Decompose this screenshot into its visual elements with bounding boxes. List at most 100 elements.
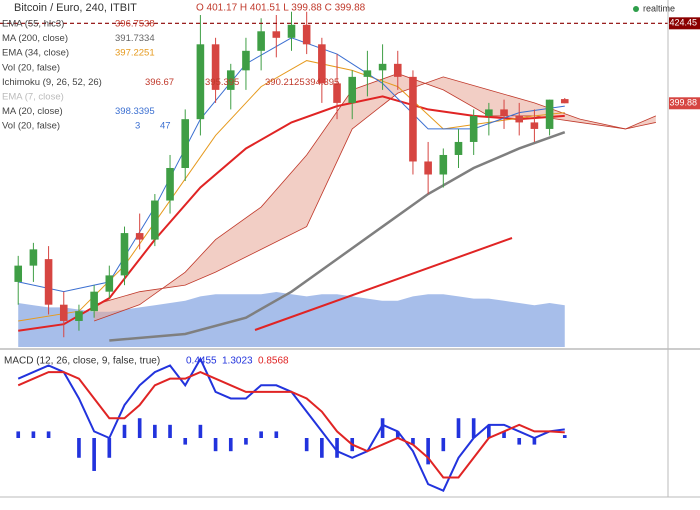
- candle-body: [439, 154, 448, 175]
- price-line-box: [669, 17, 700, 30]
- candle-body: [151, 200, 159, 240]
- candle-body: [211, 44, 220, 90]
- cloud-fill: [94, 73, 656, 321]
- histogram-bar: [122, 424, 127, 438]
- histogram-bar: [426, 438, 430, 465]
- candle-body: [545, 99, 554, 129]
- candle-body: [363, 70, 372, 77]
- volume-ma-area: [18, 292, 565, 347]
- indicator-value: 3: [135, 121, 140, 132]
- histogram-bar: [137, 418, 142, 438]
- moving-average: [109, 131, 566, 342]
- candle-body: [75, 311, 83, 321]
- candle-body: [135, 233, 144, 240]
- indicator-name: Vol (20, false): [2, 121, 60, 132]
- indicator-name: EMA (55, hlc3): [2, 19, 64, 30]
- histogram-bar: [46, 431, 51, 438]
- histogram-bar: [92, 438, 96, 471]
- candle-body: [409, 76, 417, 162]
- candle-body: [287, 24, 296, 38]
- indicator-name: EMA (7, close): [2, 92, 64, 103]
- indicator-name: Vol (20, false): [2, 62, 60, 73]
- candle-body: [500, 109, 508, 116]
- candle-body: [29, 249, 38, 266]
- indicator-value: 397.2251: [115, 48, 155, 59]
- last-price-label: 399.88: [669, 98, 697, 108]
- candle-body: [105, 275, 114, 292]
- histogram-bar: [77, 438, 81, 458]
- candle-body: [424, 161, 432, 175]
- histogram-bar: [532, 438, 537, 445]
- histogram-bar: [228, 438, 233, 452]
- candle-body: [318, 44, 326, 84]
- candle-body: [166, 167, 174, 201]
- indicator-value: 396.67: [145, 77, 174, 88]
- macd-line: [17, 371, 565, 479]
- indicator-value: 47: [160, 121, 171, 132]
- candle-body: [485, 109, 493, 116]
- candle-body: [14, 265, 23, 282]
- histogram-bar: [411, 438, 415, 445]
- histogram-bar: [487, 424, 491, 438]
- histogram-bar: [304, 438, 309, 452]
- legend: Bitcoin / Euro, 240, ITBIT O 401.17 H 40…: [2, 2, 675, 367]
- candle-body: [348, 76, 357, 103]
- indicator-value: 394.395: [305, 77, 339, 88]
- indicator-value: 396.7538: [115, 19, 155, 30]
- macd-pane: [16, 356, 567, 493]
- histogram-bar: [168, 424, 172, 438]
- candle-body: [469, 115, 478, 142]
- candle-body: [560, 99, 569, 104]
- histogram-bar: [16, 431, 21, 438]
- candle-body: [272, 31, 281, 38]
- indicator-value: 390.2125: [265, 77, 305, 88]
- candle-body: [257, 31, 265, 51]
- cloud-edge: [94, 76, 657, 306]
- histogram-bar: [107, 438, 112, 458]
- cloud-edge: [93, 73, 656, 322]
- candle-body: [454, 141, 463, 155]
- candle-body: [242, 50, 250, 71]
- indicator-name: EMA (34, close): [2, 48, 69, 59]
- indicator-value: 398.3395: [115, 106, 155, 117]
- trend-line: [254, 237, 513, 331]
- histogram-bar: [395, 431, 400, 438]
- candle-body: [530, 122, 539, 129]
- candle-body: [302, 24, 311, 45]
- indicator-name: MA (200, close): [2, 33, 68, 44]
- histogram-bar: [562, 435, 567, 438]
- histogram-bar: [274, 431, 279, 438]
- histogram-bar: [441, 438, 446, 452]
- histogram-bar: [213, 438, 218, 452]
- price-pane: [0, 11, 668, 347]
- indicator-value: 391.7334: [115, 33, 155, 44]
- candle-body: [226, 70, 235, 90]
- histogram-bar: [380, 418, 385, 438]
- candle-body: [378, 63, 387, 71]
- macd-value: 0.8568: [258, 356, 289, 367]
- candle-body: [90, 291, 98, 312]
- histogram-bar: [456, 418, 461, 438]
- candle-body: [44, 259, 53, 305]
- histogram-bar: [183, 438, 188, 445]
- indicator-name: Ichimoku (9, 26, 52, 26): [2, 77, 102, 88]
- candle-body: [120, 233, 129, 276]
- indicator-value: 395.395: [205, 77, 239, 88]
- histogram-bar: [259, 431, 263, 438]
- last-price-box: [669, 97, 700, 110]
- histogram-bar: [471, 418, 476, 438]
- price-line-label: 424.45: [669, 18, 697, 28]
- macd-value: 1.3023: [222, 356, 253, 367]
- histogram-bar: [517, 438, 522, 445]
- histogram-bar: [244, 438, 248, 445]
- candle-body: [393, 63, 402, 77]
- macd-value: 0.4455: [186, 356, 217, 367]
- candle-body: [181, 119, 190, 168]
- histogram-bar: [502, 431, 506, 438]
- status-dot: [633, 6, 639, 12]
- axes: 424.45 399.88: [669, 17, 700, 110]
- candle-body: [515, 115, 524, 123]
- status: realtime: [643, 3, 675, 13]
- histogram-bar: [320, 438, 324, 458]
